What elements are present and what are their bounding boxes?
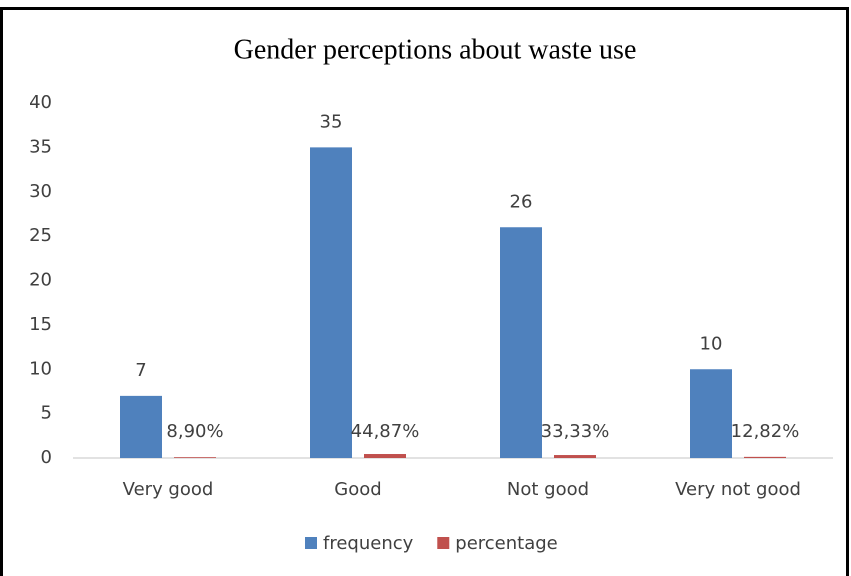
data-label: 35 (320, 111, 343, 132)
x-tick-label: Very not good (675, 479, 801, 500)
y-tick-label: 25 (29, 225, 52, 246)
data-label: 12,82% (731, 421, 800, 442)
frame (0, 7, 849, 576)
bar (310, 147, 352, 458)
x-tick-label: Not good (507, 479, 589, 500)
bar (690, 369, 732, 458)
y-tick-label: 40 (29, 92, 52, 113)
bar (500, 227, 542, 458)
y-tick-label: 5 (41, 403, 52, 424)
data-label: 44,87% (351, 421, 420, 442)
bar (364, 454, 406, 458)
bar (174, 457, 216, 458)
y-tick-label: 20 (29, 270, 52, 291)
data-label: 10 (700, 333, 723, 354)
data-label: 33,33% (541, 421, 610, 442)
bar (120, 395, 162, 458)
legend-swatch (305, 537, 317, 549)
bar (554, 455, 596, 458)
legend-label: percentage (455, 533, 557, 554)
data-label: 26 (510, 191, 533, 212)
data-label: 8,90% (166, 421, 223, 442)
y-tick-label: 15 (29, 314, 52, 335)
chart-title: Gender perceptions about waste use (234, 34, 637, 65)
y-tick-label: 35 (29, 136, 52, 157)
x-tick-label: Very good (123, 479, 214, 500)
x-tick-label: Good (334, 479, 381, 500)
y-tick-label: 30 (29, 181, 52, 202)
y-tick-label: 10 (29, 358, 52, 379)
data-label: 7 (135, 360, 146, 381)
legend-label: frequency (323, 533, 414, 554)
y-tick-label: 0 (41, 447, 52, 468)
legend-swatch (437, 537, 450, 549)
bar (744, 456, 786, 458)
